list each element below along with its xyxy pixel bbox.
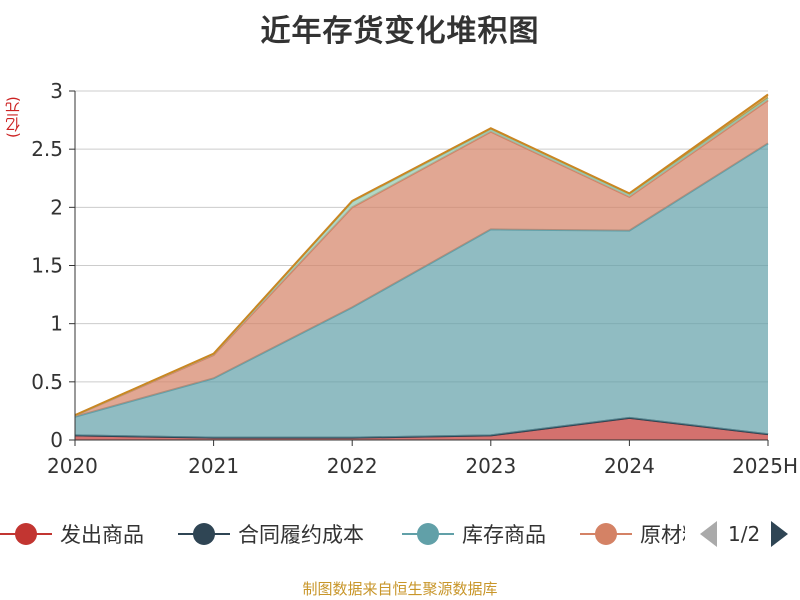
area-band <box>75 143 768 438</box>
legend-pager: 1/2 <box>700 514 789 554</box>
series-line <box>74 93 769 417</box>
x-tick-label: 2020 <box>47 454 98 478</box>
y-tick-label: 1 <box>50 312 63 336</box>
legend-label: 库存商品 <box>462 523 546 547</box>
axes: 0 0.5 1 1.5 2 2.5 3 2020 2021 2022 2023 2024 2025H <box>31 79 798 478</box>
legend-item[interactable]: 合同履约成本 <box>178 514 364 554</box>
triangle-left-icon[interactable] <box>700 521 718 547</box>
legend-marker-icon <box>178 523 230 545</box>
y-tick-label: 1.5 <box>31 254 63 278</box>
legend-label: 原材料 <box>640 523 685 547</box>
x-tick-label: 2024 <box>604 454 655 478</box>
triangle-right-icon[interactable] <box>770 521 789 547</box>
legend: 发出商品 合同履约成本 库存商品 原材料 1/2 <box>0 514 800 554</box>
area-band <box>75 100 768 417</box>
y-tick-label: 0.5 <box>31 370 63 394</box>
area-band <box>75 417 768 440</box>
legend-marker-icon <box>0 523 52 545</box>
y-tick-label: 0 <box>50 428 63 452</box>
legend-items: 发出商品 合同履约成本 库存商品 原材料 <box>0 514 685 554</box>
legend-item[interactable]: 原材料 <box>580 514 685 554</box>
x-tick-label: 2023 <box>465 454 516 478</box>
x-tick-label: 2021 <box>188 454 239 478</box>
data-source-note: 制图数据来自恒生聚源数据库 <box>302 580 498 598</box>
legend-label: 合同履约成本 <box>238 523 364 547</box>
y-tick-label: 2.5 <box>31 137 63 161</box>
x-tick-label: 2022 <box>327 454 378 478</box>
y-tick-label: 3 <box>50 79 63 103</box>
legend-page-indicator: 1/2 <box>728 522 761 546</box>
legend-item[interactable]: 库存商品 <box>402 514 546 554</box>
y-tick-label: 2 <box>50 195 63 219</box>
legend-label: 发出商品 <box>60 523 144 547</box>
legend-marker-icon <box>402 523 454 545</box>
legend-item[interactable]: 发出商品 <box>0 514 144 554</box>
legend-marker-icon <box>580 523 632 545</box>
chart-title: 近年存货变化堆积图 <box>260 14 540 49</box>
stacked-area-chart: 0 0.5 1 1.5 2 2.5 3 2020 2021 2022 2023 2024 2025H <box>31 79 798 478</box>
area-series <box>74 93 769 440</box>
x-tick-label: 2025H <box>732 454 798 478</box>
